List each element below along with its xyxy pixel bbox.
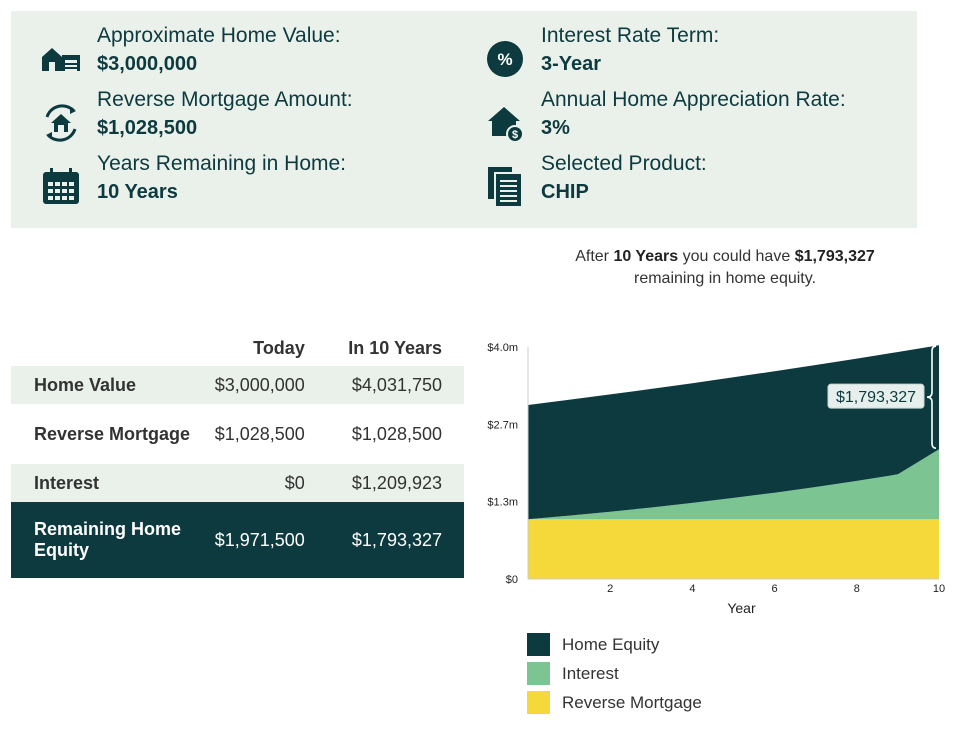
y-tick-label: $2.7m	[487, 419, 518, 431]
summary-label: Reverse Mortgage Amount:	[97, 88, 353, 111]
summary-value: 3%	[541, 117, 570, 139]
y-tick-label: $0	[506, 574, 518, 586]
summary-item-years: Years Remaining in Home: 10 Years	[37, 149, 346, 211]
table-row: Home Value $3,000,000 $4,031,750	[11, 366, 464, 404]
x-axis-label: Year	[727, 600, 756, 616]
summary-item-rate-term: % Interest Rate Term: 3-Year	[481, 21, 719, 83]
row-label: Reverse Mortgage	[34, 423, 191, 444]
legend-swatch-reverse-mortgage	[527, 691, 550, 714]
headline-suffix: remaining in home equity.	[633, 270, 817, 287]
equity-area-chart: $0 $1.3m $2.7m $4.0m 2 4 6 8 10 Year $1,793,327	[487, 342, 945, 616]
headline-amount: $1,793,327	[794, 248, 875, 265]
summary-panel: Approximate Home Value: $3,000,000 % Int…	[11, 11, 917, 228]
summary-label: Annual Home Appreciation Rate:	[541, 88, 846, 111]
annotation-label: $1,793,327	[836, 389, 916, 406]
cell-future: $1,793,327	[351, 529, 442, 550]
area-reverse-mortgage	[528, 519, 939, 579]
equity-brace	[926, 345, 937, 449]
column-header-today: Today	[253, 337, 305, 358]
cell-future: $4,031,750	[351, 374, 442, 395]
summary-item-home-value: Approximate Home Value: $3,000,000	[37, 21, 341, 83]
legend-swatch-interest	[527, 662, 550, 685]
summary-value: 3-Year	[541, 53, 602, 75]
house-dollar-icon: $	[481, 99, 529, 147]
row-label: Interest	[34, 472, 100, 493]
percent-icon: %	[481, 35, 529, 83]
cell-today: $1,971,500	[214, 529, 305, 550]
table-header-row: Today In 10 Years	[11, 330, 464, 366]
summary-value: 10 Years	[97, 181, 178, 203]
headline-years: 10 Years	[613, 248, 679, 265]
legend-item: Reverse Mortgage	[527, 688, 702, 717]
summary-item-appreciation: $ Annual Home Appreciation Rate: 3%	[481, 85, 846, 147]
x-tick-label: 4	[689, 583, 695, 595]
headline-prefix: After	[575, 248, 610, 265]
legend-label: Reverse Mortgage	[562, 692, 702, 712]
cell-today: $1,028,500	[214, 423, 305, 444]
legend-label: Interest	[562, 663, 619, 683]
column-header-future: In 10 Years	[348, 337, 442, 358]
summary-value: $3,000,000	[97, 53, 198, 75]
svg-text:$: $	[512, 129, 518, 141]
y-tick-label: $1.3m	[487, 497, 518, 509]
x-tick-label: 6	[772, 583, 778, 595]
legend-item: Home Equity	[527, 630, 702, 659]
cell-future: $1,209,923	[351, 472, 442, 493]
summary-item-reverse-mortgage: Reverse Mortgage Amount: $1,028,500	[37, 85, 353, 147]
summary-label: Selected Product:	[541, 152, 707, 175]
summary-item-product: Selected Product: CHIP	[481, 149, 707, 211]
cell-today: $0	[284, 472, 305, 493]
x-tick-label: 2	[607, 583, 613, 595]
table-row: Reverse Mortgage $1,028,500 $1,028,500	[11, 404, 464, 464]
x-tick-label: 8	[854, 583, 860, 595]
table-row: Interest $0 $1,209,923	[11, 464, 464, 502]
svg-text:%: %	[497, 50, 512, 69]
summary-value: $1,028,500	[97, 117, 198, 139]
summary-label: Approximate Home Value:	[97, 24, 341, 47]
equity-table: Today In 10 Years Home Value $3,000,000 …	[11, 330, 464, 578]
calendar-icon	[37, 163, 85, 211]
summary-label: Interest Rate Term:	[541, 24, 720, 47]
house-garage-icon	[37, 35, 85, 83]
cell-today: $3,000,000	[214, 374, 305, 395]
chart-legend: Home Equity Interest Reverse Mortgage	[527, 630, 702, 717]
legend-swatch-home-equity	[527, 633, 550, 656]
equity-headline: After 10 Years you could have $1,793,327…	[500, 246, 950, 290]
legend-label: Home Equity	[562, 634, 660, 654]
cell-future: $1,028,500	[351, 423, 442, 444]
table-row-total: Remaining Home Equity $1,971,500 $1,793,…	[11, 502, 464, 578]
summary-value: CHIP	[541, 181, 589, 203]
y-tick-label: $4.0m	[487, 342, 518, 354]
row-label: Home Value	[34, 374, 137, 395]
house-refresh-icon	[37, 99, 85, 147]
area-interest	[528, 449, 939, 520]
row-label: Remaining Home Equity	[34, 519, 182, 560]
headline-middle: you could have	[682, 248, 791, 265]
annotation-box	[827, 383, 925, 409]
legend-item: Interest	[527, 659, 702, 688]
document-stack-icon	[481, 163, 529, 211]
x-tick-label: 10	[933, 583, 945, 595]
summary-label: Years Remaining in Home:	[97, 152, 347, 175]
